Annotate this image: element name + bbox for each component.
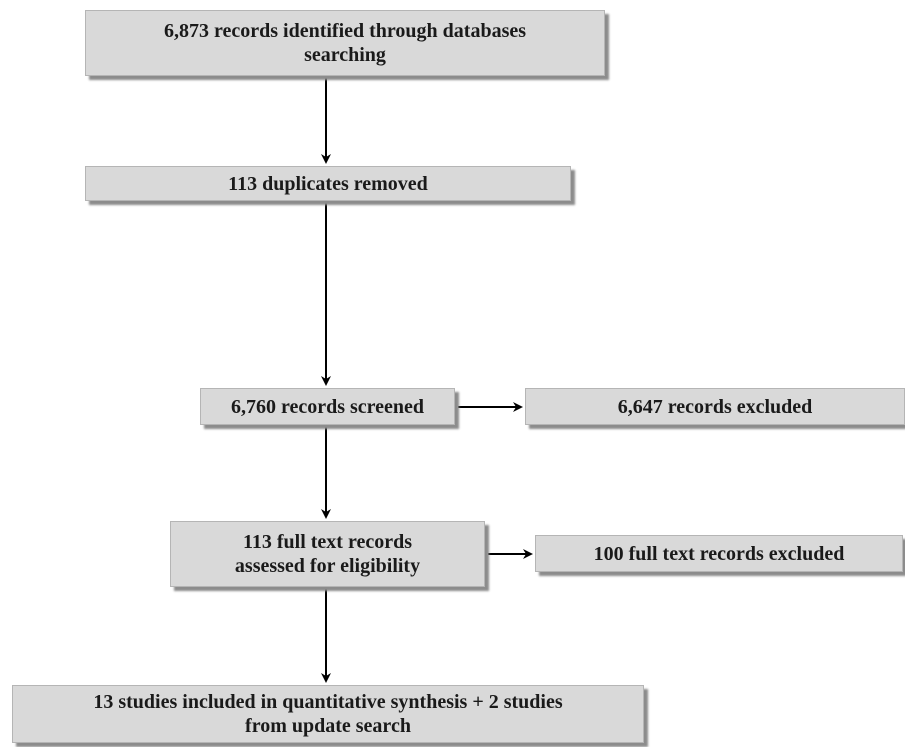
- duplicates-removed-box: 113 duplicates removed: [85, 166, 571, 201]
- fulltext-assessed-box: 113 full text records assessed for eligi…: [170, 521, 485, 587]
- records-excluded-box: 6,647 records excluded: [525, 388, 905, 425]
- fulltext-excluded-box: 100 full text records excluded: [535, 535, 903, 572]
- records-screened-box: 6,760 records screened: [200, 388, 455, 425]
- studies-included-box: 13 studies included in quantitative synt…: [12, 685, 644, 743]
- records-identified-box: 6,873 records identified through databas…: [85, 10, 605, 76]
